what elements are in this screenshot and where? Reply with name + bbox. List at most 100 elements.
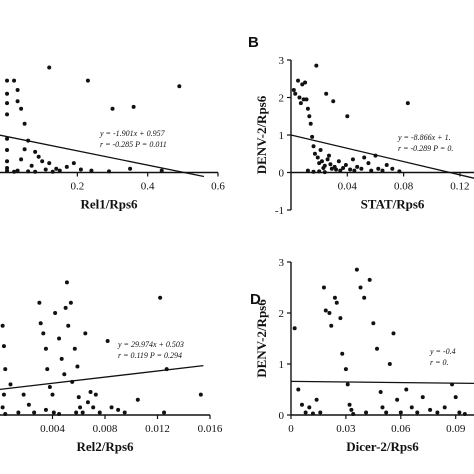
data-point — [128, 166, 133, 171]
data-point — [380, 405, 385, 410]
data-point — [347, 402, 352, 407]
y-tick-label: 3 — [279, 55, 285, 67]
data-point — [19, 157, 24, 162]
data-point — [391, 331, 396, 336]
data-point — [292, 326, 297, 331]
data-point — [331, 99, 336, 104]
data-point — [76, 395, 81, 400]
data-point — [33, 149, 38, 154]
y-tick-label: 1 — [279, 130, 285, 142]
data-point — [1, 392, 6, 397]
data-point — [83, 331, 88, 336]
regression-annotation: r = -0.289 P = 0. — [398, 144, 453, 153]
data-point — [415, 410, 420, 415]
data-point — [350, 157, 355, 162]
data-point — [462, 411, 467, 416]
data-point — [158, 295, 163, 300]
data-point — [5, 159, 10, 164]
data-point — [303, 410, 308, 415]
data-point — [301, 97, 306, 102]
y-tick-label: -1 — [275, 205, 284, 217]
data-point — [8, 382, 13, 387]
x-tick-label: 0.4 — [141, 181, 155, 193]
data-point — [59, 356, 64, 361]
data-point — [304, 97, 309, 102]
data-point — [308, 121, 313, 126]
data-point — [322, 163, 327, 168]
data-point — [409, 405, 414, 410]
data-point — [91, 405, 96, 410]
data-point — [88, 390, 93, 395]
panel-1: 0.2 0.4 0.6 Rel1/Rps6 y = -1.901x + 0.957 r =… — [0, 65, 225, 212]
data-point — [122, 410, 127, 415]
data-point — [349, 407, 354, 412]
data-point — [311, 169, 316, 174]
data-point — [453, 395, 458, 400]
data-point — [367, 277, 372, 282]
data-point — [420, 395, 425, 400]
data-point — [5, 101, 10, 106]
data-point — [66, 323, 71, 328]
data-point — [341, 166, 346, 170]
data-point — [298, 101, 303, 106]
data-point — [300, 82, 305, 87]
data-point — [314, 397, 319, 402]
data-point — [303, 80, 308, 85]
data-point — [36, 154, 41, 159]
data-point — [47, 384, 52, 389]
data-point — [395, 397, 400, 402]
data-point — [334, 300, 339, 305]
data-point — [50, 169, 55, 174]
data-point — [26, 169, 31, 174]
data-point — [51, 410, 56, 415]
panel-letter: D — [250, 291, 261, 308]
data-point — [64, 164, 69, 169]
data-point — [80, 410, 85, 415]
x-tick-label: 0.2 — [70, 181, 84, 193]
data-point — [327, 153, 332, 158]
data-point — [311, 144, 316, 149]
data-point — [40, 159, 45, 164]
data-point — [315, 155, 320, 160]
data-point — [305, 106, 310, 111]
data-point — [93, 392, 98, 397]
data-point — [43, 346, 48, 351]
data-point — [5, 168, 10, 173]
regression-line — [290, 134, 474, 179]
data-point — [384, 163, 389, 167]
data-point — [12, 78, 17, 83]
y-tick-label: 2 — [279, 308, 285, 320]
data-point — [54, 166, 59, 171]
data-point — [62, 372, 67, 377]
data-point — [355, 164, 360, 169]
data-point — [78, 167, 83, 172]
data-point — [405, 101, 410, 106]
data-point — [47, 161, 52, 166]
x-tick-label: 0.008 — [93, 423, 118, 435]
data-point — [352, 168, 357, 173]
data-point — [107, 169, 111, 174]
x-axis-label: STAT/Rps6 — [361, 197, 425, 212]
data-point — [319, 159, 324, 164]
data-point — [29, 163, 34, 168]
data-point — [450, 382, 455, 387]
data-point — [371, 321, 376, 326]
data-point — [296, 78, 301, 83]
y-tick-label: 0 — [279, 410, 285, 422]
data-point — [85, 400, 90, 405]
y-tick-label: 1 — [279, 359, 285, 371]
data-point — [380, 168, 385, 173]
x-tick-label: 0.6 — [211, 181, 225, 193]
data-point — [329, 323, 334, 328]
regression-line — [0, 134, 205, 178]
data-point — [57, 168, 62, 173]
panel-3: 0.004 0.008 0.012 0.016 Rel2/Rps6 y = 29.974x… — [0, 280, 223, 454]
data-point — [314, 63, 319, 68]
data-point — [43, 167, 48, 172]
x-axis-label: Dicer-2/Rps6 — [346, 439, 419, 454]
data-point — [390, 166, 395, 171]
data-point — [354, 267, 359, 272]
x-tick-label: 0.016 — [198, 423, 223, 435]
panel-letter: B — [248, 34, 259, 51]
regression-annotation: r = 0. — [430, 358, 449, 367]
